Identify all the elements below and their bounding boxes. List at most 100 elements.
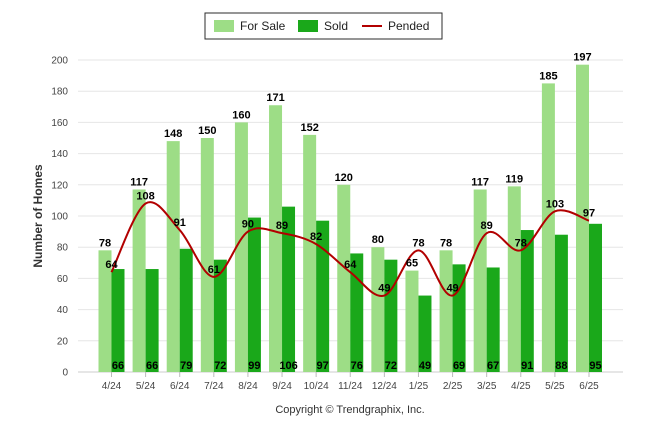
label-pended: 49 <box>446 283 458 295</box>
y-tick-label: 40 <box>57 305 69 316</box>
label-sold: 88 <box>555 360 567 372</box>
bar-sold <box>179 248 193 372</box>
bar-for-sale <box>132 189 146 372</box>
copyright-footer: Copyright © Trendgraphix, Inc. <box>275 404 424 416</box>
bar-sold <box>452 264 466 372</box>
label-for-sale: 78 <box>440 237 452 249</box>
bar-for-sale <box>269 105 283 373</box>
label-sold: 95 <box>589 360 601 372</box>
label-sold: 69 <box>453 360 465 372</box>
bar-sold <box>520 230 534 372</box>
label-sold: 66 <box>146 360 158 372</box>
y-tick-label: 140 <box>51 149 68 160</box>
x-tick-label: 10/24 <box>304 381 329 392</box>
bar-for-sale <box>166 141 180 372</box>
label-for-sale: 117 <box>471 176 489 188</box>
legend-label-pended[interactable]: Pended <box>388 19 429 33</box>
data-labels: 78 66 117 66 148 79 150 72 160 99 171 106 152 97 120 76… <box>99 52 602 372</box>
label-pended: 49 <box>378 283 390 295</box>
legend-box <box>204 12 443 40</box>
y-tick-label: 200 <box>51 56 68 67</box>
bar-sold <box>145 269 159 372</box>
label-sold: 106 <box>279 360 297 372</box>
bar-sold <box>589 223 602 372</box>
label-for-sale: 197 <box>573 52 591 64</box>
x-tick-label: 4/24 <box>102 381 122 392</box>
label-pended: 103 <box>546 198 564 210</box>
y-tick-label: 180 <box>51 87 68 98</box>
x-tick-label: 6/24 <box>170 381 190 392</box>
bar-for-sale <box>337 184 351 372</box>
label-for-sale: 80 <box>372 234 384 246</box>
label-pended: 91 <box>174 217 186 229</box>
y-tick-label: 120 <box>51 180 68 191</box>
pended-line-group <box>110 201 590 297</box>
x-tick-label: 4/25 <box>511 381 531 392</box>
label-for-sale: 150 <box>198 125 216 137</box>
x-tick-label: 5/25 <box>545 381 565 392</box>
y-tick-label: 100 <box>51 212 68 223</box>
x-tick-label: 6/25 <box>579 381 599 392</box>
x-tick-label: 9/24 <box>272 381 292 392</box>
label-pended: 64 <box>344 259 357 271</box>
label-pended: 78 <box>412 237 424 249</box>
label-pended: 108 <box>136 191 154 203</box>
label-sold: 72 <box>385 360 397 372</box>
y-tick-label: 60 <box>57 274 69 285</box>
bar-for-sale <box>541 83 555 373</box>
label-for-sale: 65 <box>406 258 418 270</box>
bar-sold <box>554 234 568 372</box>
label-for-sale: 185 <box>539 70 557 82</box>
x-axis-ticks: 4/24 5/24 6/24 7/24 8/24 9/24 10/24 11/24 12/24 1… <box>102 372 599 392</box>
label-sold: 97 <box>317 360 329 372</box>
label-sold: 99 <box>248 360 260 372</box>
x-tick-label: 7/24 <box>204 381 224 392</box>
bar-for-sale <box>200 138 214 372</box>
legend-label-for-sale[interactable]: For Sale <box>240 19 286 33</box>
bar-sold <box>486 267 500 372</box>
label-for-sale: 120 <box>335 172 353 184</box>
legend-swatch-for-sale <box>214 20 234 32</box>
bar-for-sale <box>473 189 487 372</box>
y-axis-ticks: 0 20 40 60 80 100 120 140 160 180 200 <box>51 56 68 379</box>
label-for-sale: 160 <box>232 109 250 121</box>
bar-for-sale <box>98 250 112 372</box>
label-for-sale: 152 <box>300 122 318 134</box>
bar-for-sale <box>303 134 317 372</box>
bar-for-sale <box>234 122 248 373</box>
bar-sold <box>384 259 398 372</box>
label-for-sale: 78 <box>99 237 111 249</box>
x-tick-label: 5/24 <box>136 381 156 392</box>
x-tick-label: 8/24 <box>238 381 258 392</box>
label-sold: 66 <box>112 360 124 372</box>
label-sold: 79 <box>180 360 192 372</box>
label-sold: 72 <box>214 360 226 372</box>
x-tick-label: 3/25 <box>477 381 497 392</box>
y-tick-label: 20 <box>57 336 69 347</box>
label-pended: 97 <box>583 208 595 220</box>
legend-swatch-sold <box>298 20 318 32</box>
bar-for-sale <box>439 250 453 372</box>
bar-for-sale <box>405 270 419 372</box>
bar-sold <box>213 259 227 372</box>
bar-for-sale <box>371 247 385 372</box>
x-tick-label: 12/24 <box>372 381 397 392</box>
legend: For Sale Sold Pended <box>204 12 443 40</box>
label-sold: 76 <box>351 360 363 372</box>
y-tick-label: 160 <box>51 118 68 129</box>
x-tick-label: 2/25 <box>443 381 463 392</box>
label-pended: 78 <box>515 237 527 249</box>
bar-sold <box>247 217 261 372</box>
legend-label-sold[interactable]: Sold <box>324 19 348 33</box>
label-pended: 64 <box>105 259 118 271</box>
label-pended: 89 <box>481 220 493 232</box>
label-pended: 61 <box>208 264 220 276</box>
label-pended: 82 <box>310 231 322 243</box>
pended-line <box>110 201 590 297</box>
y-axis-label: Number of Homes <box>31 164 45 268</box>
bar-sold <box>111 269 125 372</box>
x-tick-label: 11/24 <box>338 381 363 392</box>
label-sold: 91 <box>521 360 533 372</box>
bars <box>98 64 602 373</box>
